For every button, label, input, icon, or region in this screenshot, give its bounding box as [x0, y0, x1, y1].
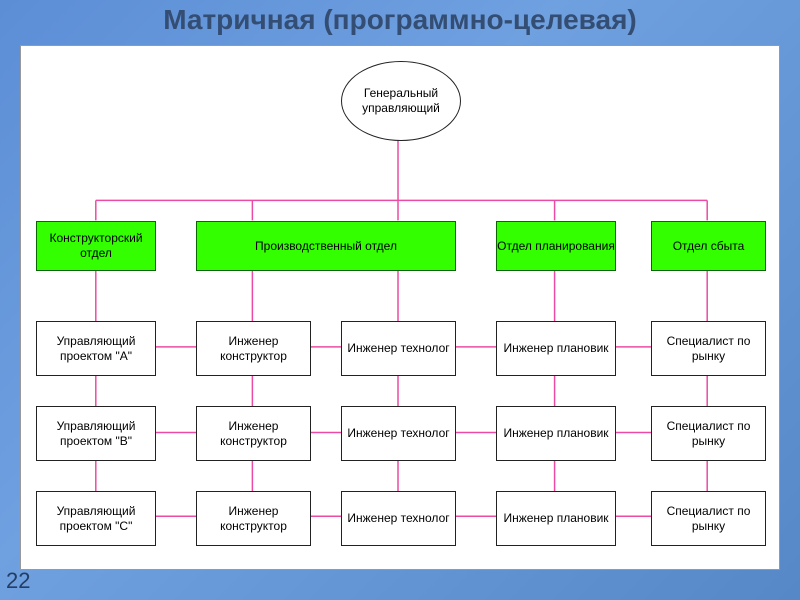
page-number: 22: [6, 568, 30, 594]
ceo-node: Генеральный управляющий: [341, 61, 461, 141]
dept-node-3: Отдел сбыта: [651, 221, 766, 271]
matrix-cell-11: Специалист по рынку: [651, 491, 766, 546]
matrix-cell-5: Инженер технолог: [341, 406, 456, 461]
dept-node-1: Производственный отдел: [196, 221, 456, 271]
matrix-cell-8: Инженер конструктор: [196, 491, 311, 546]
org-chart: Генеральный управляющий Конструкторский о…: [20, 45, 780, 570]
project-manager-0: Управляющий проектом "A": [36, 321, 156, 376]
matrix-cell-1: Инженер технолог: [341, 321, 456, 376]
project-manager-1: Управляющий проектом "B": [36, 406, 156, 461]
matrix-cell-7: Специалист по рынку: [651, 406, 766, 461]
matrix-cell-0: Инженер конструктор: [196, 321, 311, 376]
matrix-cell-2: Инженер плановик: [496, 321, 616, 376]
slide-title: Матричная (программно-целевая): [0, 4, 800, 36]
dept-node-2: Отдел планирования: [496, 221, 616, 271]
matrix-cell-10: Инженер плановик: [496, 491, 616, 546]
matrix-cell-4: Инженер конструктор: [196, 406, 311, 461]
slide: Матричная (программно-целевая) Генеральн…: [0, 0, 800, 600]
matrix-cell-9: Инженер технолог: [341, 491, 456, 546]
dept-node-0: Конструкторский отдел: [36, 221, 156, 271]
project-manager-2: Управляющий проектом "C": [36, 491, 156, 546]
matrix-cell-6: Инженер плановик: [496, 406, 616, 461]
matrix-cell-3: Специалист по рынку: [651, 321, 766, 376]
